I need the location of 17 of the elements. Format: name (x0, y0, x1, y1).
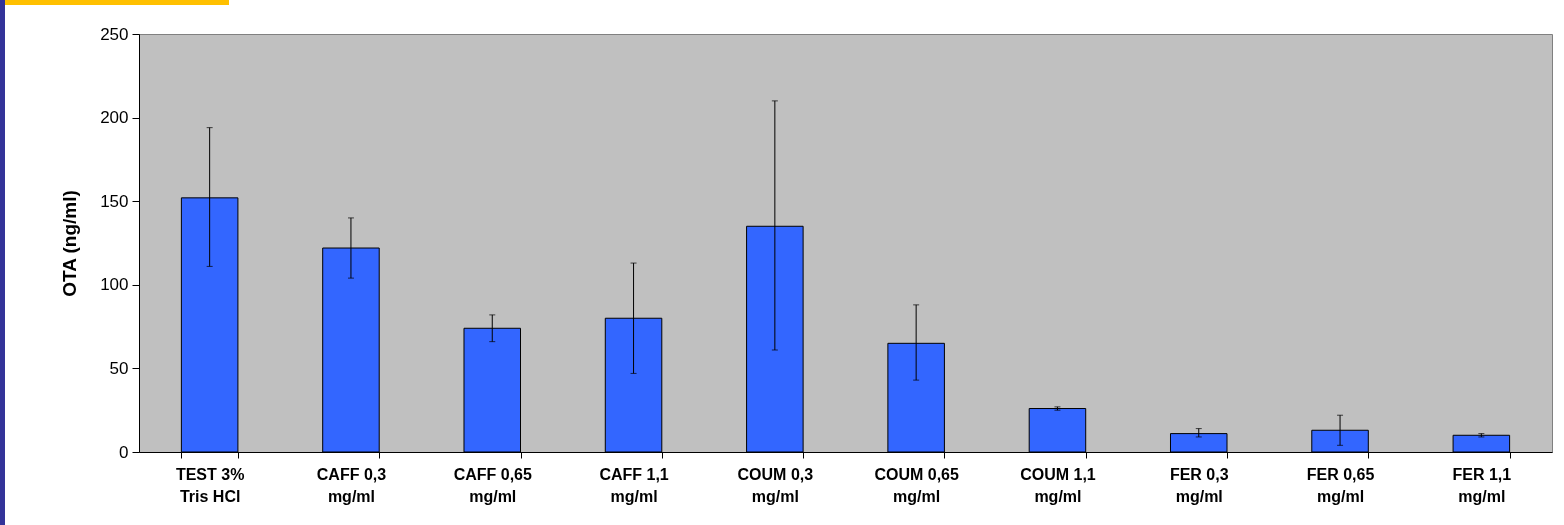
x-tick-label: CAFF 0,3 mg/ml (316, 465, 387, 505)
y-tick-label: 250 (100, 24, 129, 44)
x-tick-label: CAFF 1,1 mg/ml (599, 465, 669, 505)
x-tick-label: FER 0,65 mg/ml (1306, 465, 1375, 505)
y-tick-label: 100 (100, 275, 129, 295)
y-tick-label: 0 (119, 442, 129, 462)
x-tick-label: COUM 1,1 mg/ml (1020, 465, 1096, 505)
y-tick-label: 200 (100, 108, 129, 128)
y-tick-label: 50 (109, 358, 129, 378)
y-axis-title: OTA (ng/ml) (59, 190, 81, 297)
x-tick-label: CAFF 0,65 mg/ml (453, 465, 532, 505)
x-tick-label: FER 1,1 mg/ml (1452, 465, 1512, 505)
x-tick-label: COUM 0,3 mg/ml (737, 465, 814, 505)
x-tick-label: FER 0,3 mg/ml (1169, 465, 1229, 505)
x-tick-label: COUM 0,65 mg/ml (874, 465, 959, 505)
y-tick-label: 150 (100, 191, 129, 211)
x-tick-label: TEST 3% Tris HCl (175, 465, 245, 505)
